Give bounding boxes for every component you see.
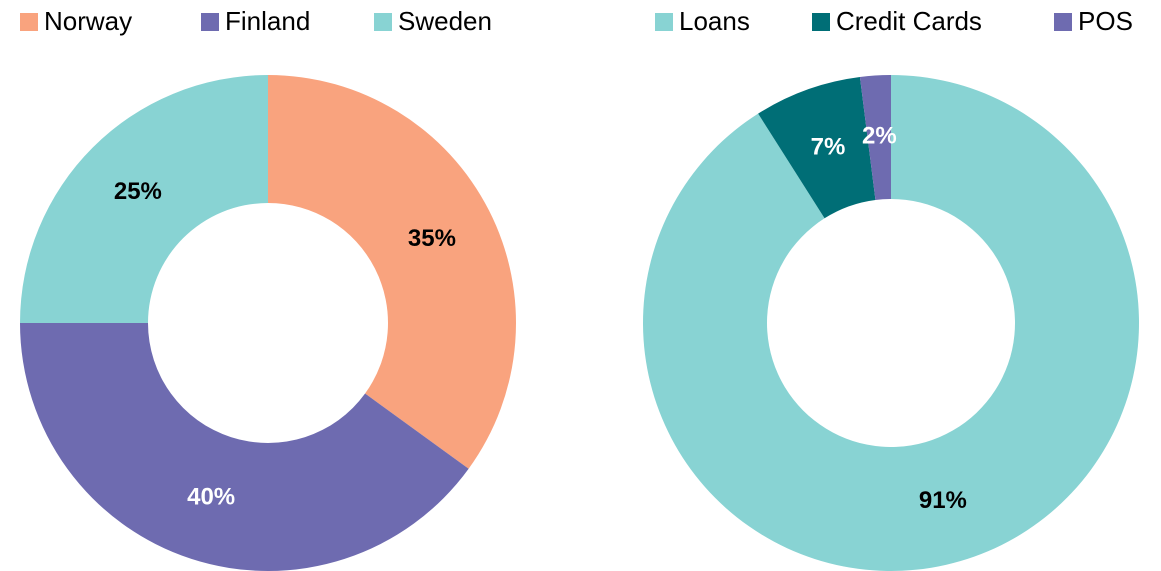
legend-label: Sweden (398, 6, 492, 36)
data-label: 2% (862, 123, 897, 150)
donut-slice (758, 76, 876, 219)
data-label: 40% (187, 483, 235, 510)
legend-swatch (374, 13, 392, 31)
legend-label: Loans (679, 6, 750, 36)
legend-swatch (20, 13, 38, 31)
donut-slice (20, 75, 268, 323)
legend-label: Finland (225, 6, 310, 36)
donut-slice (642, 75, 1139, 571)
legend-swatch (812, 13, 830, 31)
legend-label: POS (1078, 6, 1133, 36)
donut-slice (20, 323, 469, 571)
data-label: 35% (408, 225, 456, 252)
data-label: 91% (919, 487, 967, 514)
legend-swatch (655, 13, 673, 31)
donut-slice (268, 75, 516, 469)
data-label: 7% (811, 133, 846, 160)
legend-swatch (1054, 13, 1072, 31)
donut-slice (859, 75, 891, 200)
legend-label: Norway (44, 6, 132, 36)
legend-label: Credit Cards (836, 6, 982, 36)
data-label: 25% (114, 178, 162, 205)
legend-swatch (201, 13, 219, 31)
